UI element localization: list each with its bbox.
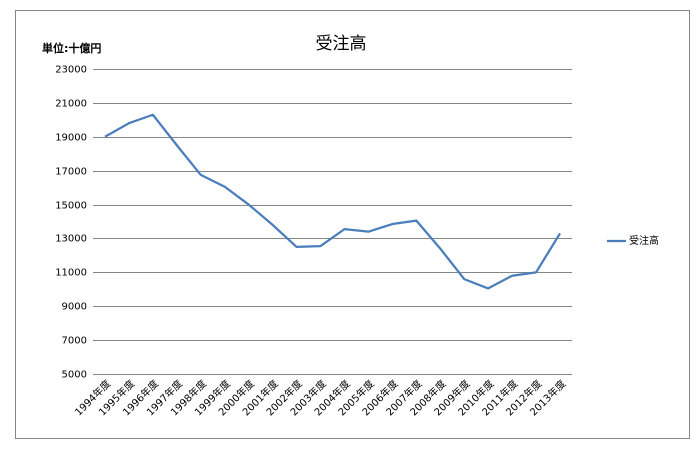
y-tick-label: 19000	[55, 133, 87, 144]
line	[104, 113, 561, 290]
y-tick-label: 7000	[62, 336, 87, 347]
y-tick-label: 17000	[55, 167, 87, 178]
y-tick-label: 11000	[55, 268, 87, 279]
y-tick-label: 21000	[55, 99, 87, 110]
y-tick-label: 13000	[55, 234, 87, 245]
chart-title: 受注高	[316, 34, 367, 54]
y-tick-label: 15000	[55, 201, 87, 212]
y-tick-label: 23000	[55, 65, 87, 76]
unit-label: 単位:十億円	[42, 41, 101, 55]
legend-label: 受注高	[629, 234, 659, 247]
chart-border	[15, 10, 690, 439]
y-tick-label: 5000	[62, 370, 87, 381]
y-tick-label: 9000	[62, 302, 87, 313]
